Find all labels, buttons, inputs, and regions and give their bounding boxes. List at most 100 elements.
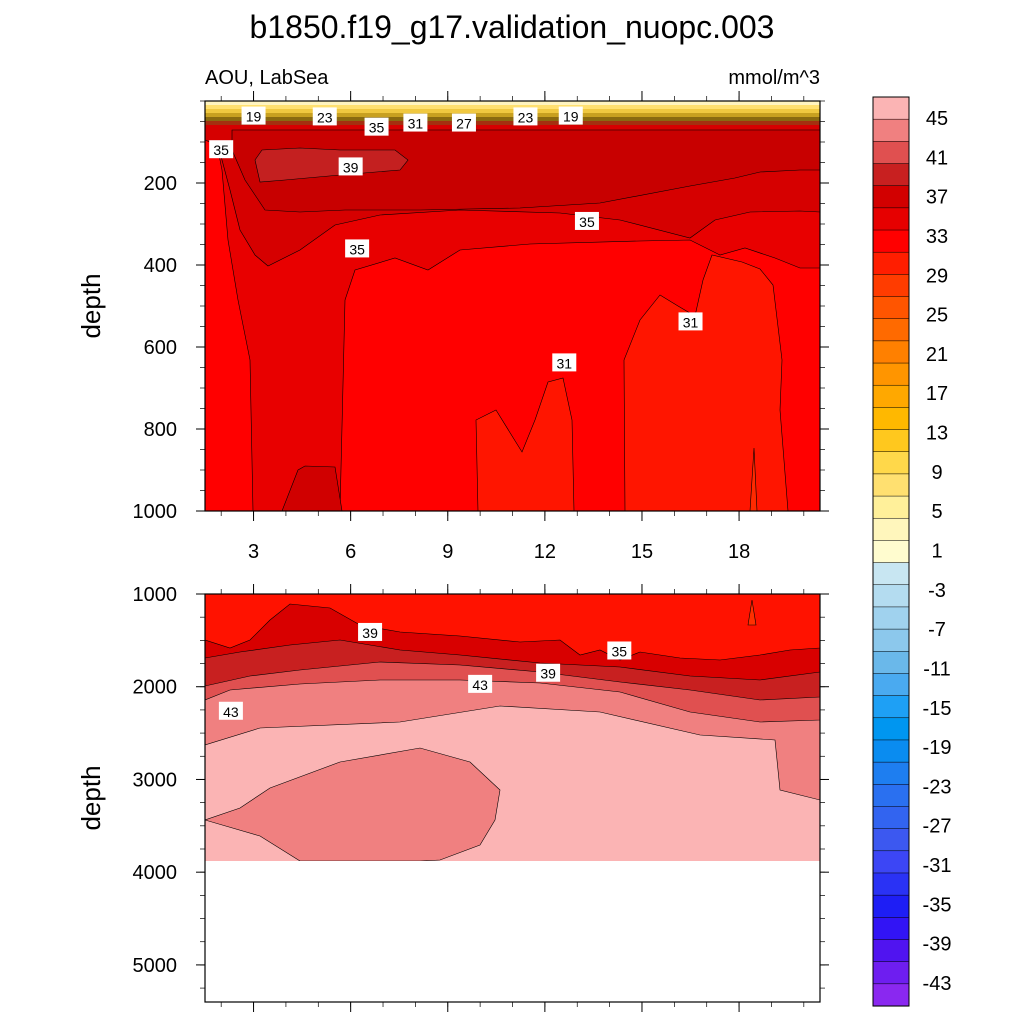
contour-label: 35 xyxy=(209,140,234,159)
colorbar-swatch xyxy=(872,163,910,187)
colorbar: 45 41 37 33 29 25 21 17 13 9 5 1 -3 -7 -11 -15 -19 -23 -27… xyxy=(872,96,952,1007)
colorbar-swatch xyxy=(872,451,910,475)
contour-label: 23 xyxy=(312,107,337,126)
colorbar-swatch xyxy=(872,784,910,808)
colorbar-label: -11 xyxy=(923,658,950,680)
colorbar-label: -3 xyxy=(928,580,946,602)
lower-spike xyxy=(747,599,757,626)
upper-panel: 19 23 35 31 27 23 19 35 39 35 35 31 31 xyxy=(205,101,820,511)
contour-label-text: 35 xyxy=(612,643,628,659)
colorbar-swatch xyxy=(872,562,910,586)
colorbar-swatch xyxy=(872,118,910,142)
surface-band-4 xyxy=(205,113,820,117)
lower-ylabel: depth xyxy=(76,765,106,830)
contour-label-text: 35 xyxy=(213,142,229,158)
y-tick-label: 600 xyxy=(144,337,177,359)
contour-label: 19 xyxy=(241,106,266,125)
contour-label: 43 xyxy=(468,674,493,693)
colorbar-label: 13 xyxy=(926,423,948,445)
colorbar-swatch xyxy=(872,894,910,918)
contour-label-text: 27 xyxy=(456,116,472,132)
colorbar-swatch xyxy=(872,983,910,1007)
colorbar-swatch xyxy=(872,695,910,719)
colorbar-swatch xyxy=(872,517,910,541)
colorbar-swatch xyxy=(872,540,910,564)
x-tick-label: 12 xyxy=(534,541,556,563)
colorbar-label: 45 xyxy=(926,108,948,130)
colorbar-swatch xyxy=(872,362,910,386)
colorbar-label: -27 xyxy=(923,816,952,838)
colorbar-label: 37 xyxy=(926,187,948,209)
colorbar-swatch xyxy=(872,606,910,630)
colorbar-swatch xyxy=(872,939,910,963)
colorbar-swatch xyxy=(872,274,910,298)
y-tick-label: 3000 xyxy=(133,769,178,791)
lower-band-43lobe xyxy=(205,747,501,861)
contour-label: 19 xyxy=(558,106,583,125)
colorbar-label: 29 xyxy=(926,265,948,287)
colorbar-label: 17 xyxy=(926,383,948,405)
surface-band-6 xyxy=(205,121,820,125)
colorbar-swatch xyxy=(872,651,910,674)
contour-label: 39 xyxy=(536,663,561,682)
colorbar-swatch xyxy=(872,229,910,253)
upper-lobe-31a xyxy=(475,377,575,511)
colorbar-label: 5 xyxy=(931,501,942,523)
colorbar-swatch xyxy=(872,296,910,320)
y-tick-label: 800 xyxy=(144,419,177,441)
subtitle-right: mmol/m^3 xyxy=(728,67,820,89)
colorbar-swatch xyxy=(872,185,910,209)
colorbar-label: -23 xyxy=(923,776,952,798)
colorbar-label: -43 xyxy=(923,973,952,995)
colorbar-swatch xyxy=(872,872,910,896)
colorbar-swatch xyxy=(872,318,910,342)
contour-label-text: 43 xyxy=(472,677,488,693)
upper-patch-35 xyxy=(281,465,343,511)
upper-ylabel: depth xyxy=(76,273,106,338)
contour-label-text: 35 xyxy=(349,241,365,257)
contour-label: 31 xyxy=(678,312,703,331)
colorbar-swatch xyxy=(872,917,910,941)
contour-label-text: 31 xyxy=(557,355,573,371)
colorbar-label: -7 xyxy=(928,619,946,641)
colorbar-label: 33 xyxy=(926,226,948,248)
x-tick-label: 18 xyxy=(728,541,750,563)
colorbar-label: -19 xyxy=(923,737,952,759)
colorbar-swatch xyxy=(872,584,910,608)
colorbar-label: -35 xyxy=(923,894,952,916)
colorbar-swatch xyxy=(872,96,910,120)
lower-missing xyxy=(205,861,820,1002)
colorbar-swatch xyxy=(872,251,910,275)
colorbar-swatch xyxy=(872,407,910,431)
surface-band-3 xyxy=(205,109,820,113)
lower-contour-labels: 39 35 39 43 43 xyxy=(218,622,632,720)
y-tick-label: 1000 xyxy=(133,501,178,523)
y-tick-label: 400 xyxy=(144,255,177,277)
colorbar-label: 1 xyxy=(931,541,942,563)
contour-label-text: 19 xyxy=(563,109,579,125)
colorbar-swatch xyxy=(872,628,910,652)
colorbar-swatch xyxy=(872,717,910,741)
y-tick-label: 4000 xyxy=(133,862,178,884)
contour-label: 31 xyxy=(552,353,577,372)
contour-label: 39 xyxy=(338,157,363,176)
contour-label: 35 xyxy=(345,239,370,258)
contour-label-text: 39 xyxy=(343,159,359,175)
surface-band-1 xyxy=(205,101,820,105)
colorbar-label: -39 xyxy=(923,934,952,956)
contour-label: 39 xyxy=(358,622,383,641)
contour-label: 35 xyxy=(607,641,632,660)
colorbar-frame xyxy=(872,96,910,1007)
contour-label: 43 xyxy=(218,701,243,720)
colorbar-swatch xyxy=(872,473,910,497)
contour-label-text: 35 xyxy=(369,120,385,136)
contour-label: 31 xyxy=(403,113,428,132)
contour-label: 35 xyxy=(574,211,599,230)
colorbar-swatch xyxy=(872,384,910,408)
contour-label: 35 xyxy=(364,117,389,136)
y-tick-label: 200 xyxy=(144,173,177,195)
upper-contour-labels: 19 23 35 31 27 23 19 35 39 35 35 31 31 xyxy=(209,106,703,372)
upper-band-39 xyxy=(254,147,409,183)
y-tick-label: 1000 xyxy=(133,584,178,606)
